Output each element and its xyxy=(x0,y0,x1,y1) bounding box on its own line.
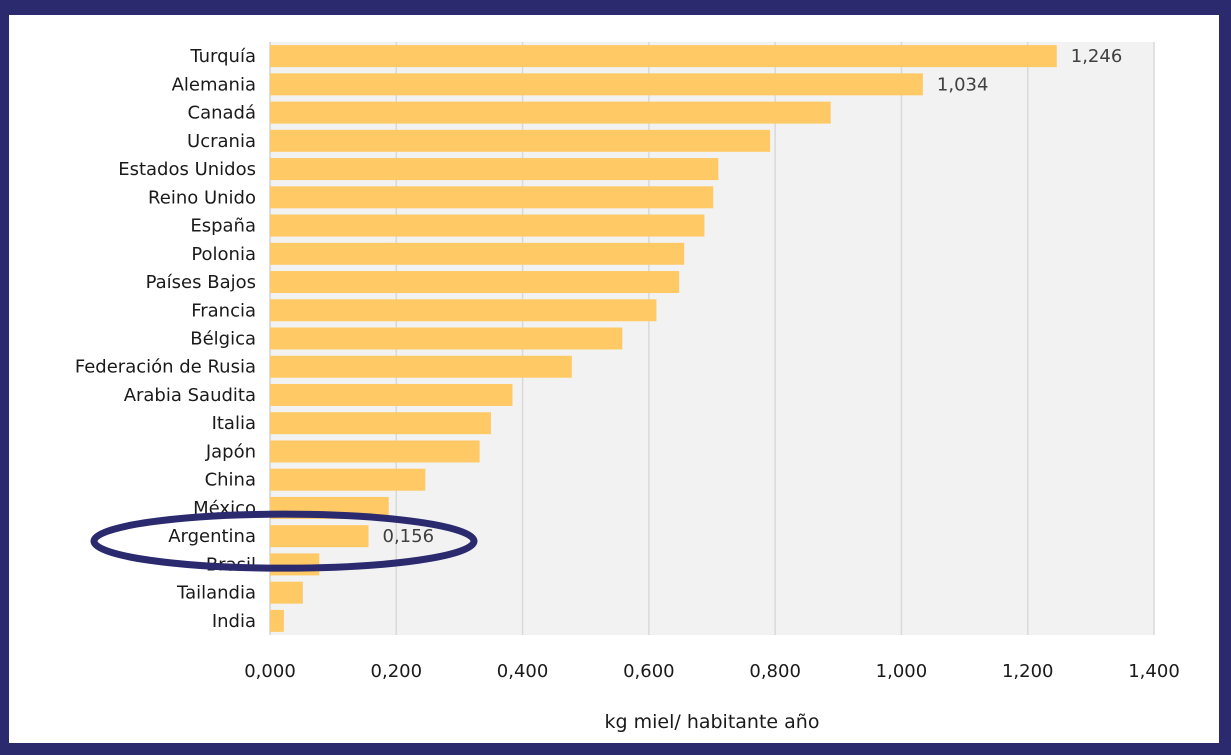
bar-india xyxy=(270,609,284,632)
bar-federación-de-rusia xyxy=(270,355,572,378)
x-tick-label: 1,000 xyxy=(876,661,928,682)
category-label: España xyxy=(190,216,256,237)
bar-japón xyxy=(270,440,480,463)
category-label: Reino Unido xyxy=(148,187,256,208)
category-label: Polonia xyxy=(191,244,256,265)
bar-tailandia xyxy=(270,581,303,604)
x-tick-label: 0,600 xyxy=(623,661,675,682)
category-label: Argentina xyxy=(168,526,256,547)
x-tick-label: 1,400 xyxy=(1128,661,1180,682)
bar-alemania xyxy=(270,73,923,96)
chart-frame: 0,000 0,200 0,400 0,600 0,800 1,000 1,200 1,400… xyxy=(9,15,1219,743)
bar-turquía xyxy=(270,45,1057,68)
category-label: Países Bajos xyxy=(146,272,256,293)
x-tick-label: 0,200 xyxy=(371,661,423,682)
category-label: Arabia Saudita xyxy=(124,385,256,406)
bar-china xyxy=(270,468,426,491)
category-label: Canadá xyxy=(188,103,257,124)
x-tick-label: 1,200 xyxy=(1002,661,1054,682)
category-label: Alemania xyxy=(172,74,256,95)
bar-italia xyxy=(270,412,491,435)
category-label: Japón xyxy=(205,441,256,462)
bar-polonia xyxy=(270,242,685,265)
category-label: Turquía xyxy=(189,46,256,67)
category-label: Tailandia xyxy=(176,583,256,604)
honey-consumption-bar-chart: 0,000 0,200 0,400 0,600 0,800 1,000 1,200 1,400… xyxy=(75,42,1180,733)
x-axis-title: kg miel/ habitante año xyxy=(605,711,820,733)
data-label: 1,246 xyxy=(1071,46,1123,67)
highlight-ellipse xyxy=(90,510,478,572)
bar-españa xyxy=(270,214,705,237)
bar-estados-unidos xyxy=(270,158,719,181)
bar-argentina xyxy=(270,525,369,548)
bar-ucrania xyxy=(270,129,771,152)
category-label: Ucrania xyxy=(187,131,256,152)
bar-países-bajos xyxy=(270,271,680,294)
category-label: Federación de Rusia xyxy=(75,357,256,378)
x-tick-label: 0,000 xyxy=(244,661,296,682)
bar-arabia-saudita xyxy=(270,383,513,406)
category-label: Bélgica xyxy=(190,329,256,350)
category-label: China xyxy=(205,470,256,491)
bar-reino-unido xyxy=(270,186,714,209)
bar-bélgica xyxy=(270,327,623,350)
category-label: Italia xyxy=(212,413,256,434)
bar-francia xyxy=(270,299,657,322)
category-label: Estados Unidos xyxy=(118,159,256,180)
category-label: Francia xyxy=(191,300,256,321)
data-label: 0,156 xyxy=(383,526,435,547)
category-label: India xyxy=(212,611,256,632)
bar-canadá xyxy=(270,101,831,124)
x-tick-label: 0,400 xyxy=(497,661,549,682)
x-tick-label: 0,800 xyxy=(749,661,801,682)
data-label: 1,034 xyxy=(937,74,989,95)
